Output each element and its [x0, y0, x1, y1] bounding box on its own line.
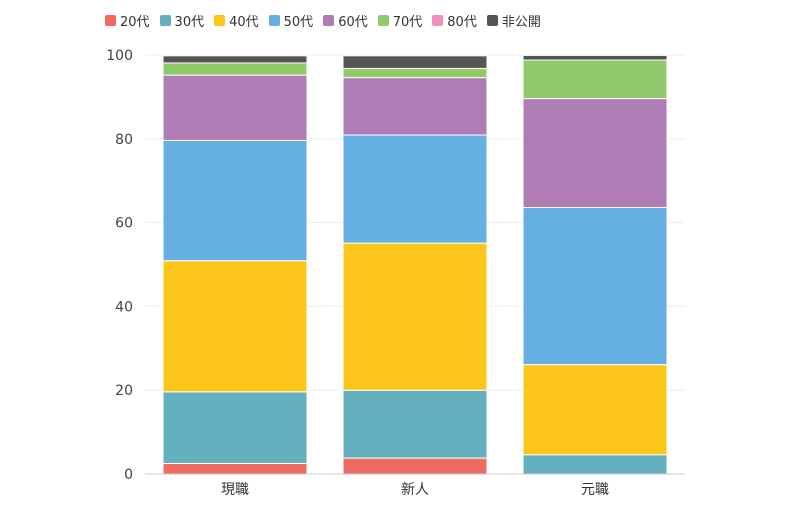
legend-label: 非公開: [501, 14, 541, 30]
bar-segment: [342, 242, 488, 391]
x-tick-label: 新人: [401, 482, 429, 498]
bar-segment: [162, 62, 308, 76]
y-tick-label: 0: [124, 467, 133, 483]
bar-segment: [522, 207, 668, 366]
legend-item[interactable]: 60代: [323, 11, 368, 30]
legend-label: 80代: [447, 14, 477, 30]
legend-item[interactable]: 20代: [105, 11, 150, 30]
bar-segment: [342, 67, 488, 79]
legend-item[interactable]: 80代: [432, 11, 477, 30]
bar-segment: [522, 364, 668, 456]
legend-swatch: [432, 14, 444, 26]
legend-label: 30代: [174, 14, 205, 30]
bar-segment: [522, 98, 668, 209]
y-tick-label: 40: [115, 299, 133, 315]
legend-label: 20代: [120, 14, 150, 30]
legend-swatch: [323, 14, 335, 26]
legend-item[interactable]: 50代: [268, 11, 314, 30]
legend-swatch: [105, 14, 116, 26]
legend-swatch: [377, 14, 389, 26]
legend-item[interactable]: 30代: [159, 11, 205, 30]
bar-segment: [522, 454, 668, 475]
legend-swatch: [268, 14, 280, 26]
x-tick-label: 元職: [581, 482, 609, 498]
y-tick-label: 60: [115, 216, 133, 232]
legend-label: 40代: [229, 14, 259, 30]
legend: 20代 30代 40代 50代 60代 70代 80代 非公開: [105, 10, 551, 30]
legend-swatch: [214, 14, 226, 26]
y-tick-label: 20: [115, 383, 133, 399]
x-tick-label: 現職: [221, 482, 249, 498]
legend-label: 70代: [392, 14, 423, 30]
bar-segment: [162, 139, 308, 262]
bar-segment: [162, 74, 308, 141]
y-tick-label: 80: [115, 132, 133, 148]
legend-label: 50代: [283, 14, 314, 30]
bar-segment: [162, 55, 308, 64]
y-tick-label: 100: [106, 48, 133, 64]
bar-segment: [162, 463, 308, 475]
legend-item[interactable]: 70代: [377, 11, 423, 30]
bar-segment: [342, 55, 488, 69]
bar-segment: [342, 134, 488, 244]
bar-segment: [522, 59, 668, 100]
bar-segment: [162, 260, 308, 393]
bar-segment: [162, 391, 308, 465]
legend-swatch: [486, 14, 498, 26]
bar-segment: [342, 389, 488, 459]
legend-label: 60代: [338, 14, 368, 30]
legend-item[interactable]: 40代: [214, 11, 259, 30]
legend-swatch: [159, 14, 171, 26]
legend-item[interactable]: 非公開: [486, 11, 541, 30]
bar-segment: [342, 77, 488, 136]
bar-segment: [342, 457, 488, 475]
bar-segment: [522, 54, 668, 61]
